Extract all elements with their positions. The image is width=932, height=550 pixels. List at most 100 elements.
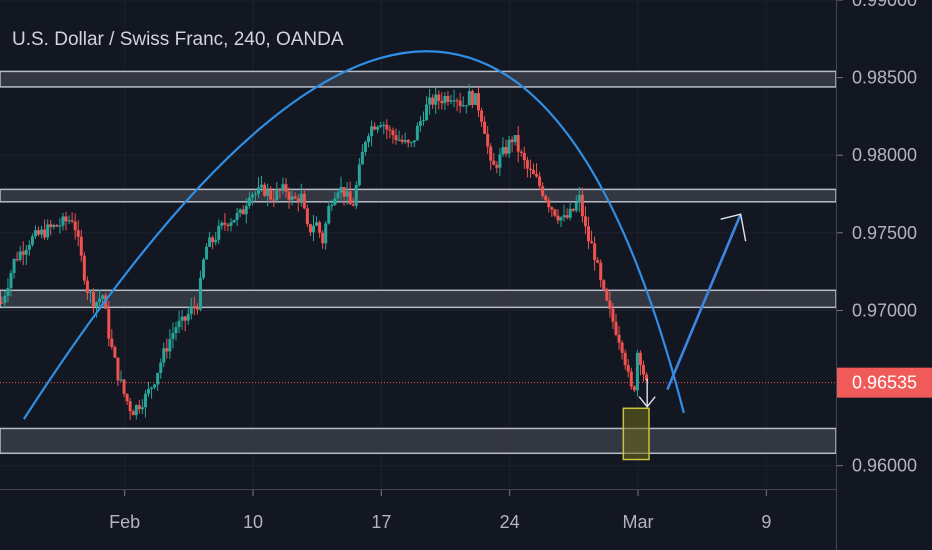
candle-body <box>400 139 404 142</box>
candle-body <box>0 302 4 304</box>
candle-body <box>244 205 248 215</box>
candle-body <box>55 225 59 227</box>
candle-body <box>156 372 160 385</box>
candle-body <box>333 198 337 205</box>
candle-body <box>473 93 477 105</box>
candle-body <box>498 154 502 168</box>
candle-body <box>153 384 157 388</box>
candle-body <box>611 308 615 322</box>
arc-curve <box>22 50 685 420</box>
candle-body <box>70 220 74 222</box>
chart-title: U.S. Dollar / Swiss Franc, 240, OANDA <box>12 29 344 50</box>
candle-body <box>101 295 105 299</box>
current-price-label: 0.96535 <box>852 373 917 393</box>
price-axis[interactable]: 0.99000 0.98500 0.98000 0.97500 0.97000 0.960… <box>837 0 932 476</box>
time-tick-label: Mar <box>623 512 654 532</box>
candle-body <box>385 124 389 130</box>
candle-body <box>229 222 233 226</box>
candle-body <box>165 348 169 352</box>
candle-body <box>147 388 150 394</box>
candle-body <box>82 255 86 281</box>
candle-body <box>131 411 135 416</box>
candle-body <box>568 208 572 218</box>
candle-body <box>37 230 40 235</box>
candle-body <box>547 200 551 208</box>
candle-body <box>492 160 496 165</box>
candle-body <box>522 152 526 161</box>
candle-body <box>571 208 575 211</box>
candle-body <box>348 191 352 205</box>
candle-body <box>61 216 65 226</box>
candle-body <box>247 197 251 206</box>
candle-body <box>544 195 548 201</box>
candle-body <box>150 387 154 389</box>
price-tick-label: 0.97500 <box>852 223 917 243</box>
candle-body <box>577 194 581 203</box>
candle-body <box>480 110 484 122</box>
candle-body <box>85 280 89 293</box>
candle-body <box>257 187 260 194</box>
candle-body <box>220 222 224 226</box>
candle-body <box>342 187 346 197</box>
candle-body <box>315 222 319 226</box>
candle-body <box>30 236 34 245</box>
candle-body <box>272 199 276 201</box>
candle-body <box>559 217 563 221</box>
reversal-box <box>622 407 650 461</box>
candle-body <box>556 215 560 221</box>
candle-body <box>43 229 47 238</box>
candle-body <box>464 105 468 107</box>
candle-body <box>122 379 126 395</box>
candle-body <box>379 125 383 127</box>
candle-body <box>446 96 450 102</box>
candle-body <box>18 251 22 260</box>
projection-arrow-line <box>666 213 742 391</box>
candle-body <box>583 216 587 227</box>
candle-body <box>443 96 447 104</box>
candle-body <box>168 338 172 352</box>
candle-body <box>455 100 459 102</box>
candle-body <box>73 221 77 231</box>
candle-body <box>357 164 361 186</box>
candle-body <box>79 236 83 256</box>
price-tick-label: 0.96000 <box>852 456 917 476</box>
candle-body <box>373 126 377 130</box>
candle-body <box>376 126 380 130</box>
candlestick-series <box>0 83 649 420</box>
candle-body <box>562 215 566 218</box>
candle-body <box>525 160 529 169</box>
candle-body <box>351 204 355 206</box>
time-axis[interactable]: Feb 10 17 24 Mar 9 <box>109 490 771 532</box>
candle-body <box>382 124 386 126</box>
candle-body <box>406 140 410 143</box>
candle-body <box>412 140 416 143</box>
candle-body <box>312 225 315 233</box>
candle-body <box>363 141 367 153</box>
candle-body <box>113 347 117 358</box>
candle-body <box>235 212 239 220</box>
candle-body <box>302 193 306 209</box>
candle-body <box>189 306 193 314</box>
candle-body <box>458 100 462 107</box>
candle-body <box>388 129 392 131</box>
candle-body <box>345 191 349 197</box>
candle-body <box>3 295 7 303</box>
candle-body <box>253 193 257 195</box>
candle-body <box>425 104 429 121</box>
candle-body <box>452 100 456 102</box>
candle-body <box>278 189 282 191</box>
candle-body <box>290 196 294 200</box>
candle-body <box>434 94 438 105</box>
candle-body <box>403 140 407 142</box>
candle-body <box>24 249 28 255</box>
candle-body <box>327 206 331 224</box>
candle-body <box>232 219 236 223</box>
candle-body <box>605 289 609 301</box>
candle-body <box>223 222 227 225</box>
candle-body <box>195 307 199 310</box>
candle-body <box>632 386 636 391</box>
candle-body <box>415 125 419 141</box>
